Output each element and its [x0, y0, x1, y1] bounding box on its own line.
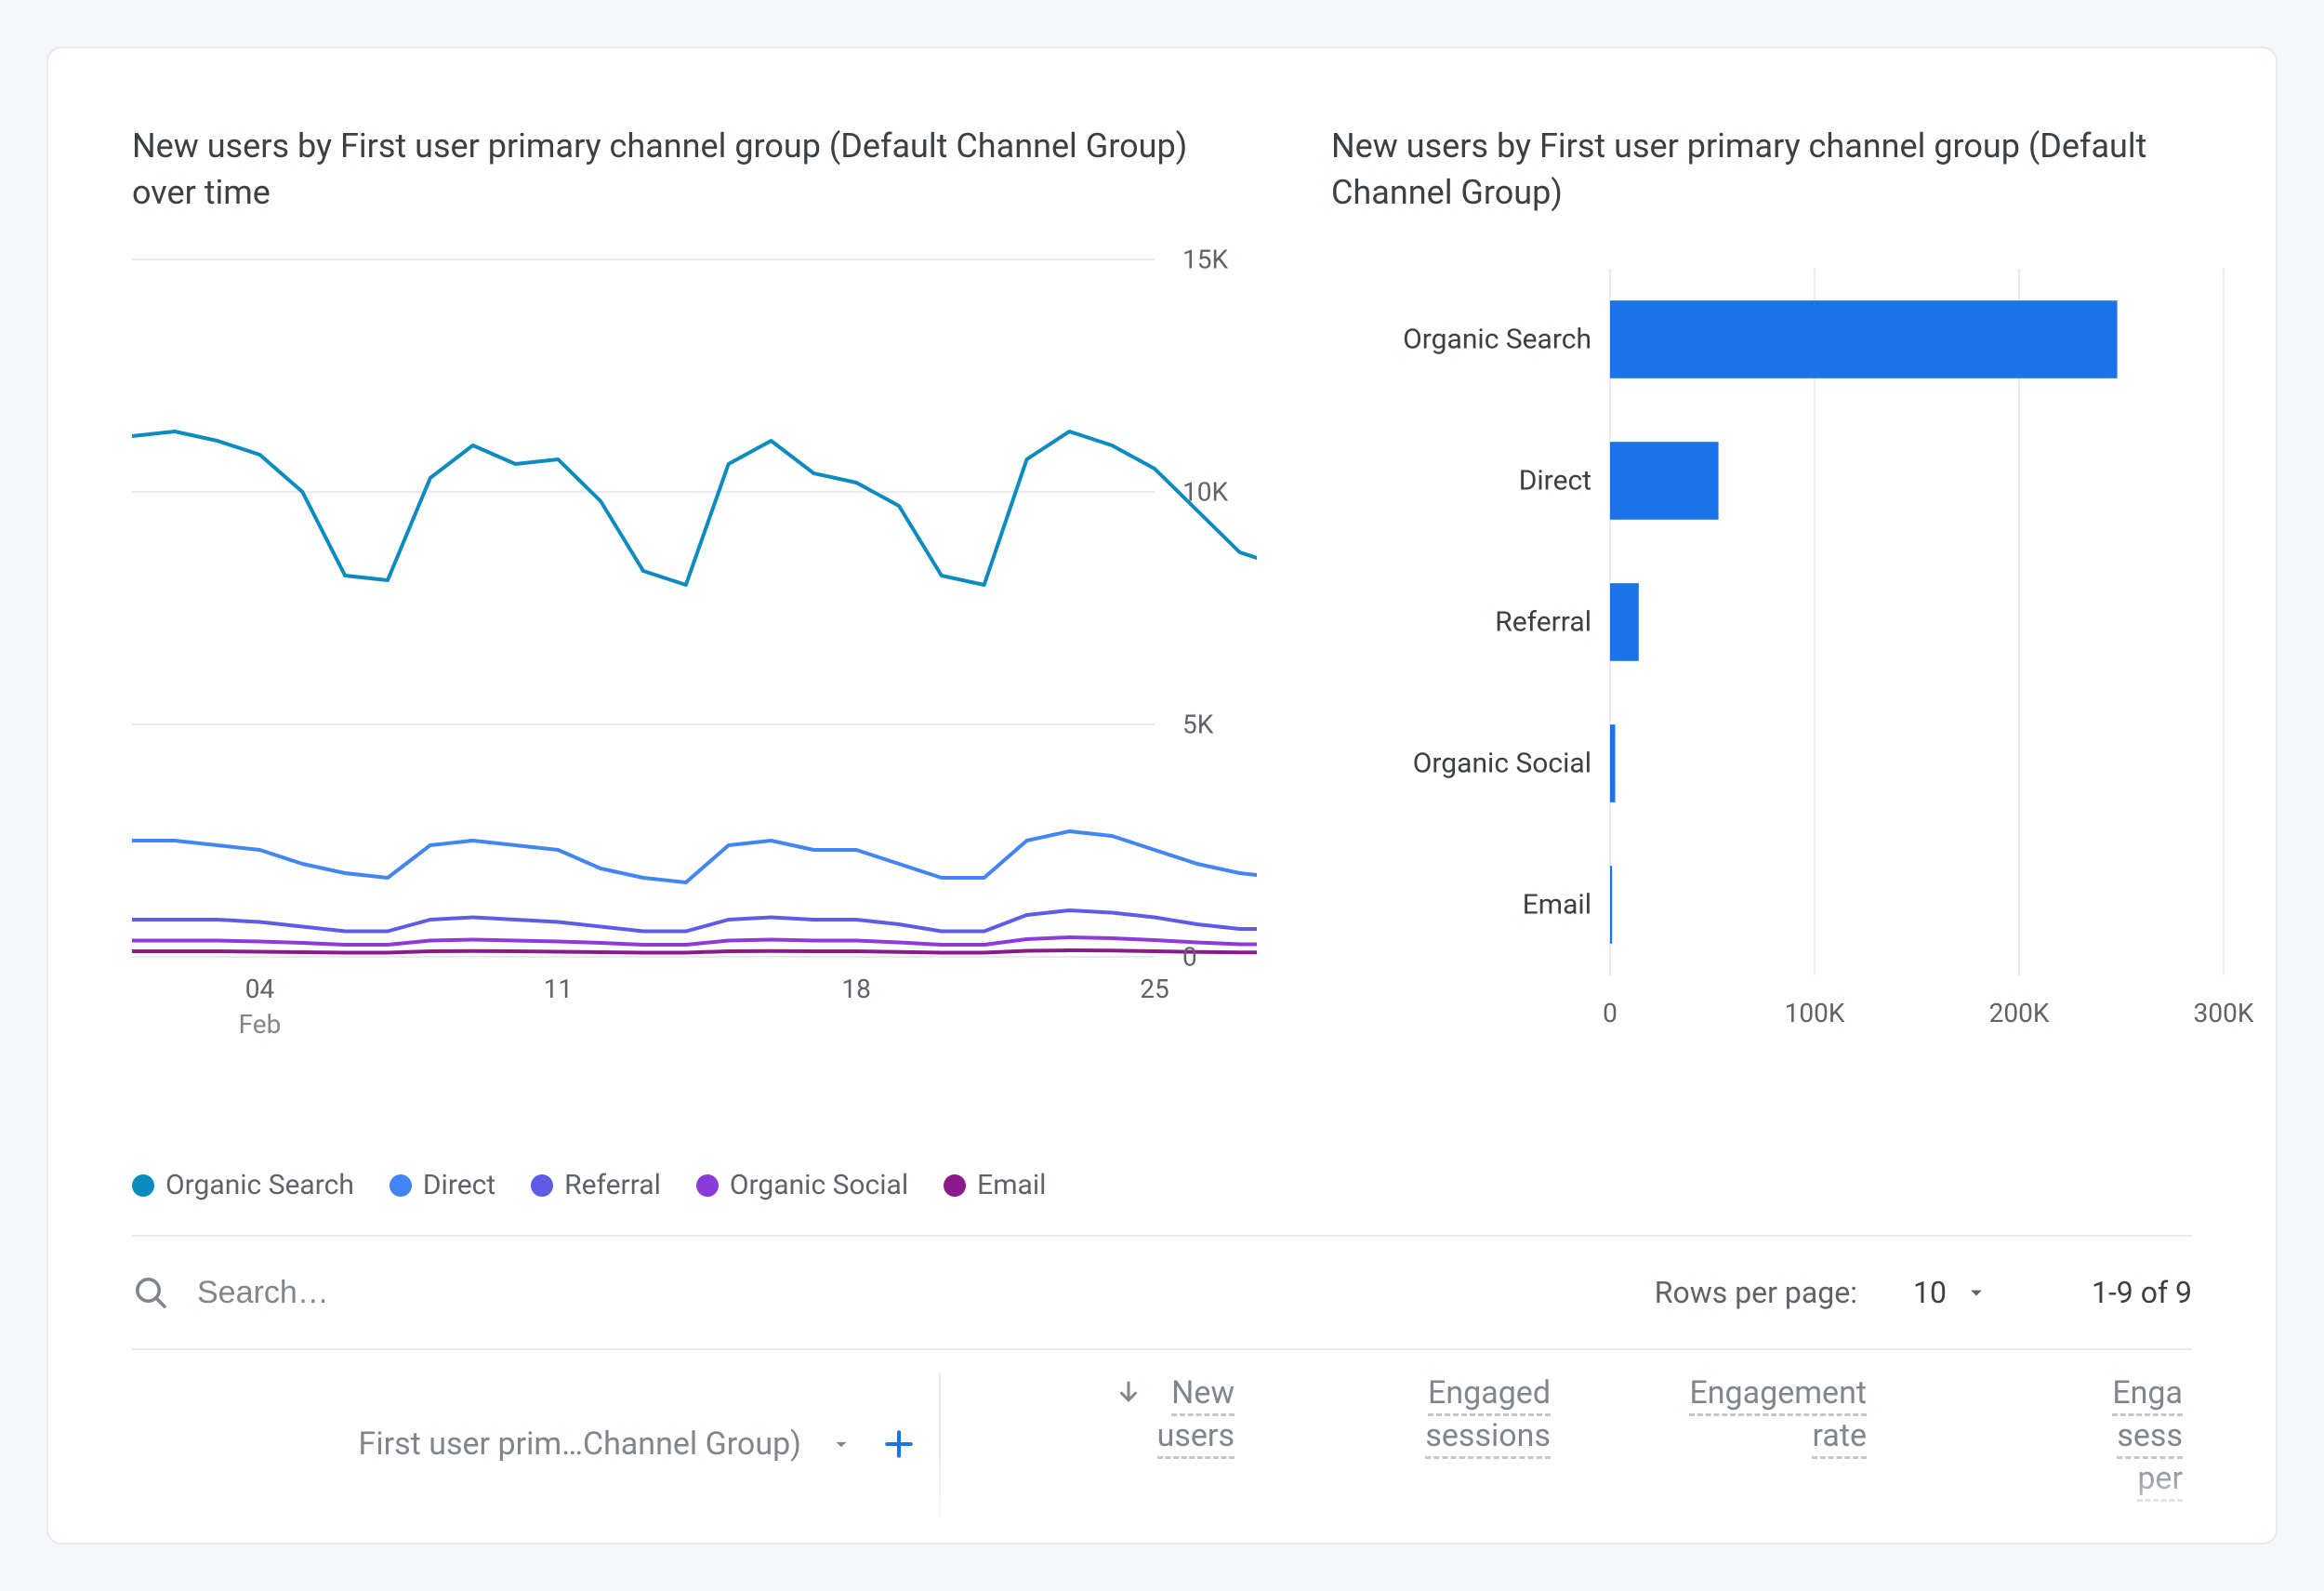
y-axis-label: 5K — [1182, 709, 1213, 739]
table-header-row: First user prim…Channel Group) Newusers E… — [132, 1348, 2192, 1516]
metric-label: Engasessper — [2112, 1372, 2183, 1501]
bar-category-label: Referral — [1495, 605, 1591, 638]
pagination-info: 1-9 of 9 — [2092, 1275, 2192, 1310]
legend-dot — [132, 1174, 154, 1197]
x-axis-label: 100K — [1785, 998, 1845, 1028]
analytics-card: New users by First user primary channel … — [46, 46, 2278, 1545]
rows-per-page-label: Rows per page: — [1655, 1275, 1857, 1310]
metric-label: Engagedsessions — [1425, 1372, 1551, 1458]
y-axis-label: 15K — [1182, 244, 1228, 274]
metric-column-header[interactable]: Newusers — [941, 1372, 1257, 1458]
x-axis-sublabel: Feb — [239, 1009, 282, 1040]
legend-item[interactable]: Direct — [390, 1169, 495, 1201]
x-axis-label: 04 — [245, 974, 274, 1004]
table-toolbar: Rows per page: 10 1-9 of 9 — [132, 1237, 2192, 1348]
legend-dot — [696, 1174, 719, 1197]
search-box[interactable] — [132, 1274, 753, 1312]
metric-label: Newusers — [1157, 1372, 1235, 1458]
legend-label: Organic Search — [165, 1169, 354, 1201]
rows-per-page-select[interactable]: 10 — [1913, 1275, 1989, 1310]
bar-chart-y-labels: Organic Search Direct Referral Organic Soci… — [1331, 250, 1591, 1201]
x-axis-label: 300K — [2194, 998, 2254, 1028]
x-axis-label: 0 — [1603, 998, 1618, 1028]
metric-label: Engagementrate — [1689, 1372, 1867, 1458]
charts-row: New users by First user primary channel … — [132, 123, 2192, 1201]
search-input[interactable] — [195, 1274, 753, 1312]
chevron-down-icon — [829, 1432, 853, 1456]
dimension-label: First user prim…Channel Group) — [359, 1425, 801, 1463]
bar-chart-title: New users by First user primary channel … — [1331, 123, 2242, 217]
search-icon — [132, 1274, 169, 1311]
y-axis-label: 0 — [1182, 941, 1197, 972]
add-dimension-button[interactable] — [881, 1426, 917, 1462]
bar-chart-panel: New users by First user primary channel … — [1331, 123, 2242, 1201]
line-chart-panel: New users by First user primary channel … — [132, 123, 1257, 1201]
x-axis-label: 25 — [1140, 974, 1169, 1004]
line-chart-plot[interactable]: 05K10K15K 04111825Feb — [132, 250, 1257, 1143]
bar-category-label: Direct — [1519, 464, 1591, 497]
legend-dot — [390, 1174, 412, 1197]
metric-column-header[interactable]: Engagementrate — [1573, 1372, 1889, 1458]
x-axis-label: 18 — [841, 974, 870, 1004]
bar-category-label: Email — [1523, 888, 1591, 921]
bar-category-label: Organic Search — [1403, 323, 1591, 355]
metric-column-header[interactable]: Engasessper — [1889, 1372, 2205, 1501]
legend-label: Direct — [423, 1169, 495, 1201]
rows-per-page-value: 10 — [1913, 1275, 1947, 1310]
legend-item[interactable]: Organic Search — [132, 1169, 354, 1201]
x-axis-label: 200K — [1989, 998, 2050, 1028]
chart-legend: Organic Search Direct Referral Organic Soci… — [132, 1169, 1257, 1201]
legend-label: Organic Social — [730, 1169, 908, 1201]
sort-descending-icon — [1115, 1378, 1142, 1406]
line-chart-title: New users by First user primary channel … — [132, 123, 1257, 217]
metric-column-header[interactable]: Engagedsessions — [1257, 1372, 1573, 1458]
legend-item[interactable]: Organic Social — [696, 1169, 908, 1201]
dimension-picker[interactable]: First user prim…Channel Group) — [132, 1372, 941, 1516]
legend-dot — [531, 1174, 553, 1197]
line-chart-svg — [132, 250, 1257, 1013]
bar-chart-plot[interactable]: Organic Search Direct Referral Organic Soci… — [1331, 250, 2242, 1201]
legend-label: Referral — [564, 1169, 661, 1201]
x-axis-label: 11 — [544, 974, 573, 1004]
y-axis-label: 10K — [1182, 476, 1228, 507]
legend-label: Email — [977, 1169, 1046, 1201]
legend-item[interactable]: Email — [944, 1169, 1046, 1201]
legend-dot — [944, 1174, 966, 1197]
bar-category-label: Organic Social — [1413, 747, 1591, 779]
legend-item[interactable]: Referral — [531, 1169, 661, 1201]
chevron-down-icon — [1963, 1279, 1989, 1306]
